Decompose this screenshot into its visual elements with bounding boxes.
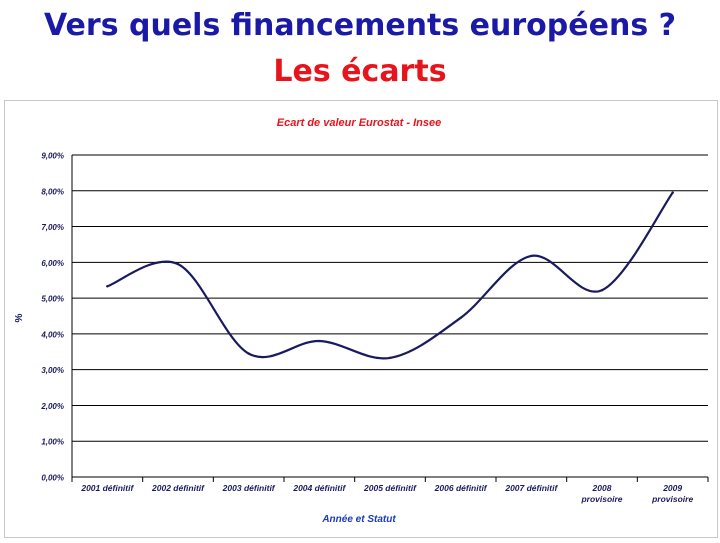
x-tick-label: 2009 provisoire [651,483,693,504]
data-point [600,289,604,292]
y-axis-label: % [14,313,25,322]
x-tick-label: 2003 définitif [222,483,276,493]
data-point [388,356,392,360]
y-tick-label: 3,00% [41,366,64,375]
x-tick-label: 2004 définitif [292,483,346,493]
x-axis-label: Année et Statut [321,514,396,525]
x-tick-label: 2008 provisoire [580,483,622,504]
y-tick-label: 0,00% [41,474,64,483]
chart-border [4,100,718,538]
data-point [459,316,462,319]
data-point [530,254,533,258]
slide-title: Vers quels financements européens ? [43,8,677,43]
x-tick-label: 2005 définitif [363,483,417,493]
x-axis-ticks: 2001 définitif 2002 définitif 2003 définit… [71,477,709,504]
y-tick-label: 9,00% [41,152,64,161]
data-point [671,191,674,194]
y-tick-label: 1,00% [41,438,64,447]
x-tick-label: 2007 définitif [504,483,558,493]
y-tick-label: 4,00% [40,330,64,339]
y-tick-label: 5,00% [41,295,64,304]
chart-frame: Ecart de valeur Eurostat - Insee Année e… [4,100,718,538]
y-axis-ticks: 0,00% 1,00% 2,00% 3,00% 4,00% 5,00% 6,00% 7,00%… [40,152,64,483]
data-point [106,285,109,288]
x-tick-label: 2006 définitif [434,483,488,493]
data-point [318,339,321,343]
line-chart: Ecart de valeur Eurostat - Insee Année e… [4,100,718,538]
data-point [247,352,250,355]
x-tick-label: 2002 définitif [151,483,205,493]
chart-title: Ecart de valeur Eurostat - Insee [277,117,441,129]
gridlines [71,154,708,478]
y-tick-label: 8,00% [41,187,64,196]
y-tick-label: 7,00% [41,223,64,232]
y-tick-label: 6,00% [41,259,64,268]
series-layer [106,191,674,360]
x-tick-label: 2001 définitif [80,483,134,493]
y-tick-label: 2,00% [40,402,64,411]
slide-subtitle: Les écarts [273,54,447,89]
data-point [176,262,180,266]
